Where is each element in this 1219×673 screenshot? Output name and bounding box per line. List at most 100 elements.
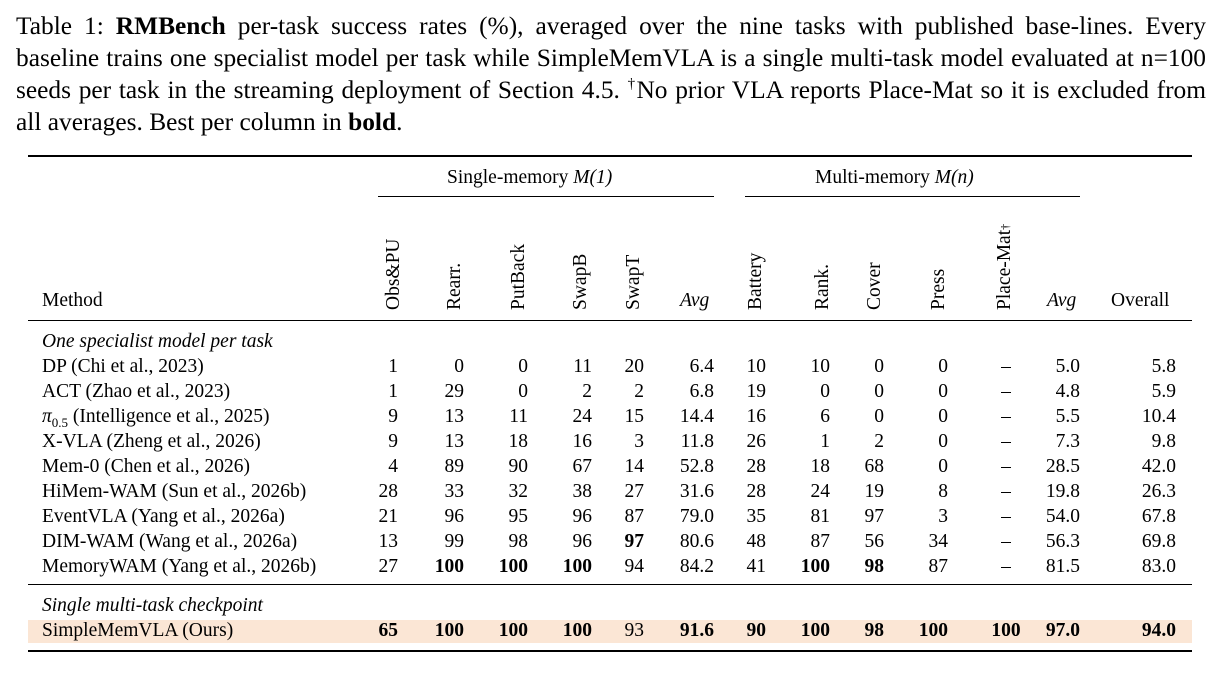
row-cell: 98 <box>864 620 885 641</box>
row-cell: 11 <box>573 356 592 377</box>
row-cell: 4 <box>388 456 398 477</box>
row-cell: 41 <box>746 556 767 577</box>
row-cell: 98 <box>508 531 529 552</box>
row-cell: – <box>1001 556 1011 577</box>
row-cell: 32 <box>508 481 529 502</box>
header-cover: Cover <box>864 262 885 310</box>
row-cell: 81.5 <box>1045 556 1080 577</box>
row-method: SimpleMemVLA (Ours) <box>42 620 234 641</box>
section-specialist: One specialist model per task <box>42 331 273 352</box>
row-cell: 5.8 <box>1151 356 1176 377</box>
row-cell: 90 <box>746 620 767 641</box>
row-cell: 29 <box>444 381 465 402</box>
row-cell: 6.4 <box>689 356 714 377</box>
row-cell: 27 <box>378 556 399 577</box>
row-cell: 87 <box>928 556 949 577</box>
row-cell: 100 <box>562 556 592 577</box>
row-cell: 97 <box>624 531 645 552</box>
row-cell: 27 <box>624 481 645 502</box>
row-cell: 69.8 <box>1141 531 1176 552</box>
row-cell: 26 <box>746 431 767 452</box>
header-rank: Rank. <box>812 263 833 310</box>
row-cell: 100 <box>991 620 1021 641</box>
row-cell: – <box>1001 431 1011 452</box>
row-cell: 0 <box>874 406 884 427</box>
header-swapt: SwapT <box>623 254 644 310</box>
row-method: DIM-WAM (Wang et al., 2026a) <box>42 531 298 552</box>
row-cell: 93 <box>624 620 645 641</box>
row-cell: 94 <box>624 556 645 577</box>
caption-label: Table 1: <box>16 12 104 40</box>
row-cell: 1 <box>388 356 398 377</box>
mid-rule <box>28 584 1192 585</box>
row-cell: 26.3 <box>1141 481 1176 502</box>
group-rule-single <box>378 196 714 197</box>
group-rule-multi <box>745 196 1080 197</box>
row-cell: 10 <box>810 356 831 377</box>
bottom-rule <box>28 650 1192 652</box>
row-cell: 0 <box>874 381 884 402</box>
row-cell: 1 <box>820 431 830 452</box>
row-cell: 6 <box>820 406 830 427</box>
header-obs-pu: Obs&PU <box>383 238 404 310</box>
row-cell: 28 <box>378 481 399 502</box>
row-cell: 48 <box>746 531 767 552</box>
row-cell: 15 <box>624 406 645 427</box>
row-cell: – <box>1001 506 1011 527</box>
row-cell: 97.0 <box>1045 620 1080 641</box>
row-cell: 5.0 <box>1055 356 1080 377</box>
row-cell: 100 <box>434 556 464 577</box>
row-cell: 11 <box>509 406 528 427</box>
row-cell: 67.8 <box>1141 506 1176 527</box>
group-header-single: Single-memory M(1) <box>447 167 612 189</box>
group-header-multi: Multi-memory M(n) <box>815 167 974 189</box>
row-cell: 90 <box>508 456 529 477</box>
row-cell: 24 <box>810 481 831 502</box>
row-cell: 42.0 <box>1141 456 1176 477</box>
row-cell: 11.8 <box>680 431 714 452</box>
row-cell: 56.3 <box>1045 531 1080 552</box>
ours-row-highlight <box>28 620 1192 643</box>
row-cell: 68 <box>864 456 885 477</box>
row-cell: 100 <box>918 620 948 641</box>
row-cell: 79.0 <box>679 506 714 527</box>
group-multi-label: Multi-memory <box>815 167 930 188</box>
row-cell: 0 <box>938 381 948 402</box>
row-cell: 5.9 <box>1151 381 1176 402</box>
row-cell: 7.3 <box>1055 431 1080 452</box>
row-cell: – <box>1001 406 1011 427</box>
section-multitask: Single multi-task checkpoint <box>42 595 263 616</box>
header-overall: Overall <box>1111 290 1170 311</box>
row-cell: 35 <box>746 506 767 527</box>
row-cell: 13 <box>444 431 465 452</box>
row-cell: 0 <box>938 356 948 377</box>
caption-end: . <box>396 108 403 136</box>
row-cell: 95 <box>508 506 529 527</box>
row-method: X-VLA (Zheng et al., 2026) <box>42 431 261 452</box>
caption-dagger: † <box>627 76 637 92</box>
row-cell: 18 <box>508 431 529 452</box>
row-cell: 19.8 <box>1045 481 1080 502</box>
row-cell: 100 <box>434 620 464 641</box>
row-cell: 96 <box>572 506 593 527</box>
caption-text-1: per-task success rates (%), averaged ove… <box>16 12 1206 104</box>
row-cell: 2 <box>582 381 592 402</box>
table-caption: Table 1: RMBench per-task success rates … <box>16 10 1206 138</box>
row-cell: 34 <box>928 531 949 552</box>
row-cell: 65 <box>378 620 399 641</box>
row-cell: 56 <box>864 531 885 552</box>
header-avg-single: Avg <box>680 290 710 311</box>
row-cell: 80.6 <box>679 531 714 552</box>
row-cell: 14 <box>624 456 645 477</box>
row-cell: 16 <box>746 406 767 427</box>
row-cell: 18 <box>810 456 831 477</box>
row-cell: 83.0 <box>1141 556 1176 577</box>
row-cell: – <box>1001 456 1011 477</box>
row-cell: 3 <box>634 431 644 452</box>
row-method: π0.5 (Intelligence et al., 2025) <box>42 406 270 430</box>
row-cell: 9 <box>388 431 398 452</box>
row-cell: 4.8 <box>1055 381 1080 402</box>
header-place-mat-dagger: † <box>998 223 1012 230</box>
top-rule <box>28 155 1192 157</box>
row-cell: 28 <box>746 481 767 502</box>
